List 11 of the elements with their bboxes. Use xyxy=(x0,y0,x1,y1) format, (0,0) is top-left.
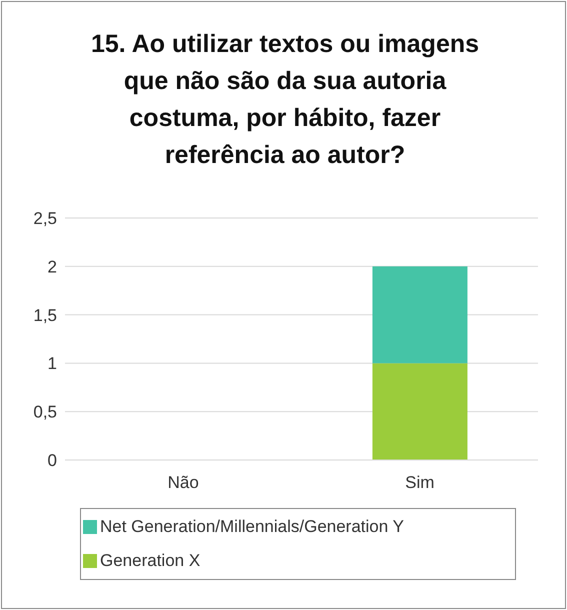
y-tick-label: 0 xyxy=(48,451,57,470)
legend-label: Net Generation/Millennials/Generation Y xyxy=(100,517,404,537)
y-tick-label: 1,5 xyxy=(33,306,57,325)
x-tick-label: Sim xyxy=(405,473,434,492)
y-tick-label: 1 xyxy=(48,354,57,374)
legend-label: Generation X xyxy=(100,551,200,571)
chart-title: 15. Ao utilizar textos ou imagens que não são da sua autoria costuma, por hábito, fazer referência ao autor? xyxy=(90,29,480,171)
y-tick-label: 0,5 xyxy=(33,402,57,422)
y-tick-label: 2,5 xyxy=(33,209,57,228)
y-tick-label: 2 xyxy=(48,257,57,276)
x-tick-label: Não xyxy=(168,473,199,492)
